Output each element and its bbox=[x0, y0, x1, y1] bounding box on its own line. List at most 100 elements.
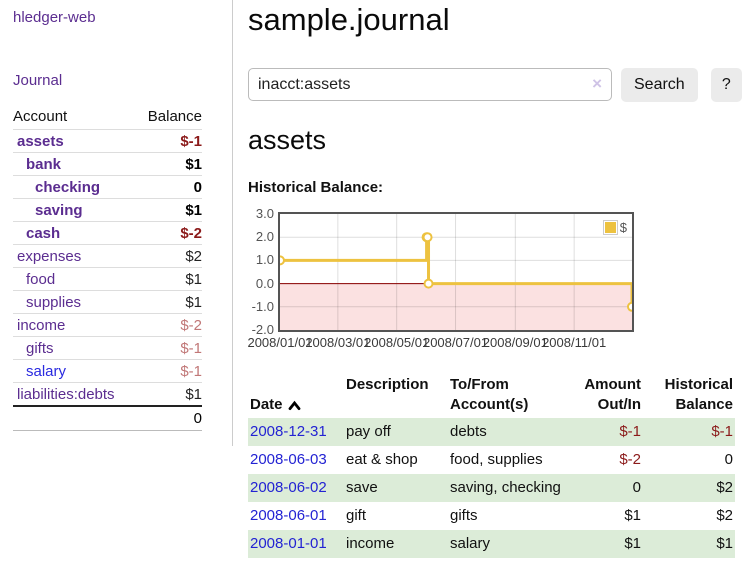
transaction-balance: 0 bbox=[724, 451, 733, 468]
register-header-description: Description bbox=[346, 376, 429, 393]
account-link-gifts[interactable]: gifts bbox=[26, 340, 54, 357]
transaction-balance: $-1 bbox=[711, 423, 733, 440]
register-table: Date Description To/From Account(s) Amou… bbox=[248, 372, 735, 558]
y-axis-tick-label: 1.0 bbox=[255, 252, 274, 268]
transaction-accounts: debts bbox=[450, 423, 487, 440]
x-axis-tick-label: 2008/11/01 bbox=[542, 335, 607, 350]
date-header-label: Date bbox=[250, 396, 283, 413]
register-header-accounts: To/From Account(s) bbox=[450, 376, 529, 413]
transaction-row: 2008-06-02 save saving, checking 0 $2 bbox=[248, 474, 735, 502]
clear-search-icon[interactable]: × bbox=[592, 74, 602, 93]
transaction-date-link[interactable]: 2008-06-02 bbox=[250, 479, 327, 496]
y-axis-tick-label: -1.0 bbox=[251, 298, 274, 314]
account-balance: $1 bbox=[185, 386, 202, 403]
app-title-link[interactable]: hledger-web bbox=[13, 9, 96, 26]
transaction-row: 2008-06-01 gift gifts $1 $2 bbox=[248, 502, 735, 530]
account-balance: $1 bbox=[185, 294, 202, 311]
accounts-table-header: Account Balance bbox=[13, 105, 202, 130]
transaction-date-link[interactable]: 2008-06-03 bbox=[250, 451, 327, 468]
sidebar-item-journal[interactable]: Journal bbox=[13, 72, 63, 89]
account-balance: $-1 bbox=[180, 363, 202, 380]
account-row: salary $-1 bbox=[13, 359, 202, 383]
account-link-assets[interactable]: assets bbox=[17, 133, 64, 150]
transaction-description: eat & shop bbox=[346, 451, 418, 468]
transaction-accounts: salary bbox=[450, 535, 491, 552]
transaction-description: save bbox=[346, 479, 378, 496]
transaction-row: 2008-01-01 income salary $1 $1 bbox=[248, 530, 735, 558]
chart-legend: $ bbox=[602, 220, 627, 235]
account-balance: $-2 bbox=[180, 317, 202, 334]
account-row: expenses $2 bbox=[13, 244, 202, 268]
x-axis-tick-label: 2008/07/01 bbox=[422, 335, 489, 350]
account-balance: 0 bbox=[193, 179, 202, 196]
register-header-amount: Amount Out/In bbox=[584, 376, 641, 413]
account-link-cash[interactable]: cash bbox=[26, 225, 61, 242]
x-axis-tick-label: 2008/01/01 bbox=[247, 335, 313, 350]
chart-canvas bbox=[280, 214, 632, 330]
x-axis-tick-label: 2008/05/01 bbox=[364, 335, 430, 350]
transaction-balance: $1 bbox=[716, 535, 733, 552]
accounts-total-row: 0 bbox=[13, 406, 202, 431]
account-link-checking[interactable]: checking bbox=[35, 179, 101, 196]
account-row: food $1 bbox=[13, 267, 202, 291]
account-row: assets $-1 bbox=[13, 129, 202, 153]
account-balance: $1 bbox=[185, 271, 202, 288]
account-link-liabilities-debts[interactable]: liabilities:debts bbox=[17, 386, 115, 403]
account-balance: $-1 bbox=[180, 133, 202, 150]
transaction-description: gift bbox=[346, 507, 367, 524]
account-balance: $-2 bbox=[180, 225, 202, 242]
transaction-amount: $1 bbox=[624, 507, 641, 524]
account-link-bank[interactable]: bank bbox=[26, 156, 62, 173]
account-balance: $-1 bbox=[180, 340, 202, 357]
search-button[interactable]: Search bbox=[621, 68, 698, 102]
main-content: sample.journal × Search ? assets Histori… bbox=[240, 0, 742, 558]
legend-swatch-icon bbox=[602, 220, 618, 235]
account-row: supplies $1 bbox=[13, 290, 202, 314]
legend-label: $ bbox=[619, 220, 627, 235]
transaction-amount: $-1 bbox=[619, 423, 641, 440]
transaction-balance: $2 bbox=[716, 479, 733, 496]
transaction-amount: $-2 bbox=[619, 451, 641, 468]
account-row: checking 0 bbox=[13, 175, 202, 199]
y-axis-tick-label: 3.0 bbox=[255, 206, 274, 221]
account-balance: $1 bbox=[185, 202, 202, 219]
account-link-salary[interactable]: salary bbox=[26, 363, 67, 380]
accounts-total-value: 0 bbox=[193, 410, 202, 427]
transaction-amount: 0 bbox=[632, 479, 641, 496]
transaction-accounts: food, supplies bbox=[450, 451, 543, 468]
transaction-row: 2008-06-03 eat & shop food, supplies $-2 0 bbox=[248, 446, 735, 474]
sidebar: hledger-web Journal Account Balance asse… bbox=[0, 0, 233, 446]
help-button[interactable]: ? bbox=[710, 68, 742, 102]
y-axis-tick-label: 2.0 bbox=[255, 229, 274, 245]
account-link-food[interactable]: food bbox=[26, 271, 56, 288]
historical-balance-chart: $ 3.0 2.0 1.0 0.0 -1.0 -2.0 2008/01/01 2008/03/… bbox=[247, 206, 742, 353]
register-table-body: 2008-12-31 pay off debts $-1 $-1 2008-06-03 ea… bbox=[248, 418, 735, 558]
accounts-header-balance: Balance bbox=[147, 108, 202, 125]
transaction-date-link[interactable]: 2008-06-01 bbox=[250, 507, 327, 524]
register-header-row: Date Description To/From Account(s) Amou… bbox=[248, 372, 735, 418]
x-axis-tick-label: 2008/03/01 bbox=[305, 335, 371, 350]
account-link-saving[interactable]: saving bbox=[35, 202, 83, 219]
transaction-date-link[interactable]: 2008-01-01 bbox=[250, 535, 327, 552]
account-link-expenses[interactable]: expenses bbox=[17, 248, 82, 265]
sort-ascending-icon bbox=[288, 400, 300, 410]
account-row: cash $-2 bbox=[13, 221, 202, 245]
search-form: × Search ? bbox=[248, 68, 742, 102]
search-input[interactable] bbox=[248, 68, 612, 101]
register-header-date[interactable]: Date bbox=[248, 372, 344, 418]
transaction-accounts: gifts bbox=[450, 507, 478, 524]
x-axis-tick-label: 2008/09/01 bbox=[482, 335, 548, 350]
chart-plot: $ bbox=[278, 212, 634, 332]
transaction-date-link[interactable]: 2008-12-31 bbox=[250, 423, 327, 440]
legend-swatch-color bbox=[604, 222, 616, 233]
transaction-balance: $2 bbox=[716, 507, 733, 524]
transaction-description: pay off bbox=[346, 423, 391, 440]
account-row: income $-2 bbox=[13, 313, 202, 337]
account-row: liabilities:debts $1 bbox=[13, 382, 202, 407]
account-link-supplies[interactable]: supplies bbox=[26, 294, 82, 311]
transaction-amount: $1 bbox=[624, 535, 641, 552]
page-title: sample.journal bbox=[248, 2, 450, 37]
account-link-income[interactable]: income bbox=[17, 317, 66, 334]
search-input-wrap: × bbox=[248, 68, 612, 101]
accounts-table: Account Balance assets $-1 bank $1 checking 0… bbox=[13, 105, 202, 431]
